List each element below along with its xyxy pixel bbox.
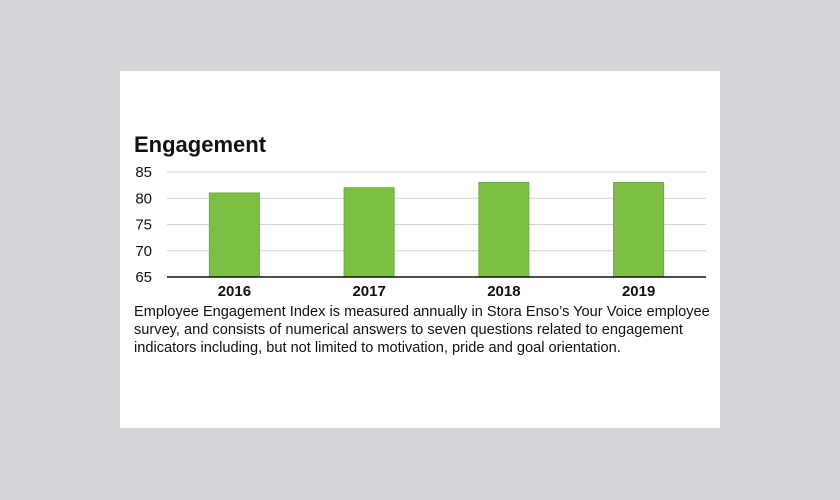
y-tick-label: 65 [135, 269, 152, 286]
y-tick-label: 75 [135, 217, 152, 234]
x-tick-label: 2017 [352, 283, 385, 300]
x-tick-label: 2016 [218, 283, 251, 300]
bar [208, 192, 260, 278]
y-tick-label: 85 [135, 164, 152, 181]
chart-title: Engagement [134, 132, 267, 157]
bar [613, 182, 665, 278]
x-tick-label: 2019 [622, 283, 655, 300]
x-tick-label: 2018 [487, 283, 520, 300]
y-tick-label: 70 [135, 243, 152, 260]
y-tick-label: 80 [135, 190, 152, 207]
bar [478, 182, 530, 278]
chart-caption: Employee Engagement Index is measured an… [134, 304, 710, 356]
bar [343, 187, 395, 278]
